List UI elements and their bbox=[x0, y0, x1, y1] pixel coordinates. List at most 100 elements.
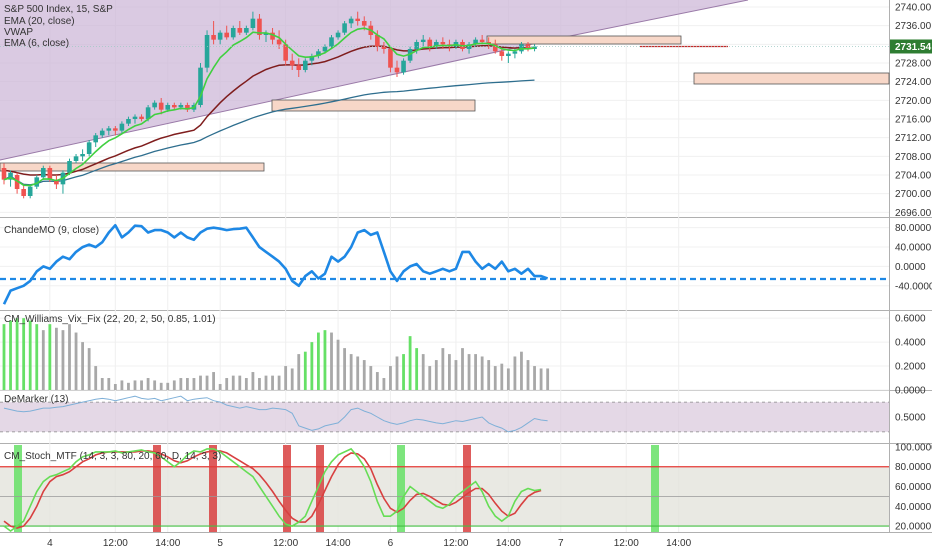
candle-body bbox=[172, 105, 177, 108]
vix-bar bbox=[87, 348, 91, 390]
candle-body bbox=[211, 35, 216, 40]
x-tick-label: 14:00 bbox=[496, 538, 521, 549]
candle-body bbox=[296, 65, 302, 70]
candle-body bbox=[54, 179, 59, 185]
stoch-signal-column bbox=[397, 445, 405, 532]
vix-bar bbox=[526, 360, 530, 390]
vix-bar bbox=[41, 330, 45, 390]
vix-bar bbox=[225, 378, 229, 390]
vix-bar bbox=[22, 318, 26, 390]
vix-bar bbox=[480, 356, 484, 390]
price-tick-label: 2712.00 bbox=[895, 133, 932, 144]
candle-body bbox=[532, 46, 537, 49]
ema20-line bbox=[3, 44, 535, 176]
candle-body bbox=[152, 102, 157, 108]
vix-bar bbox=[323, 330, 327, 390]
demarker-tick-label: 0.5000 bbox=[895, 413, 926, 424]
demarker-pane-title: DeMarker (13) bbox=[4, 394, 68, 405]
vix-bar bbox=[506, 368, 510, 390]
vix-bar bbox=[74, 332, 78, 390]
vix-bar bbox=[192, 378, 196, 390]
demarker-line bbox=[3, 395, 548, 433]
chande-tick-label: -40.0000 bbox=[895, 281, 932, 292]
price-legend-item: VWAP bbox=[4, 27, 33, 38]
chande-tick-label: 0.0000 bbox=[895, 262, 926, 273]
vix-bar bbox=[467, 354, 471, 390]
vix-bar bbox=[539, 368, 543, 390]
vix-bar bbox=[231, 375, 235, 390]
vix-bar bbox=[520, 351, 523, 390]
price-zone-box bbox=[0, 162, 265, 172]
candle-body bbox=[401, 60, 406, 73]
vix-bar bbox=[356, 356, 360, 390]
candle-body bbox=[375, 35, 380, 47]
x-tick-label: 7 bbox=[558, 538, 564, 549]
candle-body bbox=[80, 154, 85, 157]
vix-bar bbox=[389, 366, 392, 390]
candle-body bbox=[388, 49, 393, 68]
vix-bar bbox=[303, 351, 307, 390]
candle-body bbox=[1, 168, 7, 180]
vix-pane-title: CM_Williams_Vix_Fix (22, 20, 2, 50, 0.85… bbox=[4, 314, 216, 325]
vix-bar bbox=[330, 332, 333, 390]
stoch-tick-label: 80.0000 bbox=[895, 462, 932, 473]
x-tick-label: 4 bbox=[47, 538, 53, 549]
vix-bar bbox=[343, 348, 346, 390]
candle-body bbox=[8, 172, 13, 180]
vix-bar bbox=[218, 384, 222, 390]
stoch-tick-label: 100.0000 bbox=[895, 442, 932, 453]
price-legend-item: EMA (6, close) bbox=[4, 38, 69, 49]
vix-bar bbox=[428, 366, 432, 390]
candle-body bbox=[499, 51, 505, 56]
x-tick-label: 14:00 bbox=[155, 538, 180, 549]
vix-bar bbox=[395, 356, 399, 390]
candle-body bbox=[289, 60, 295, 66]
chande-tick-label: 40.0000 bbox=[895, 243, 932, 254]
vwap-line bbox=[3, 79, 535, 186]
stoch-k-line bbox=[3, 447, 542, 532]
vix-bar bbox=[533, 366, 536, 390]
candle-body bbox=[132, 116, 138, 119]
candle-body bbox=[27, 186, 33, 196]
candle-body bbox=[34, 177, 40, 187]
vix-bar bbox=[28, 320, 32, 390]
x-tick-label: 12:00 bbox=[443, 538, 468, 549]
candle-body bbox=[119, 123, 125, 131]
vix-bar bbox=[461, 348, 464, 390]
vix-bar bbox=[199, 375, 202, 390]
vix-bar bbox=[310, 342, 314, 390]
candle-body bbox=[342, 23, 347, 33]
candle-body bbox=[14, 175, 20, 189]
candle-body bbox=[512, 51, 518, 54]
candle-body bbox=[41, 168, 46, 178]
vix-bar bbox=[434, 360, 438, 390]
stoch-signal-column bbox=[283, 445, 291, 532]
vix-bar bbox=[546, 368, 550, 390]
candle-body bbox=[355, 18, 360, 21]
vix-bar bbox=[113, 384, 117, 390]
candle-body bbox=[21, 189, 26, 196]
vix-tick-label: 0.6000 bbox=[895, 314, 926, 325]
candle-body bbox=[329, 37, 334, 47]
candle-body bbox=[434, 42, 439, 47]
candle-body bbox=[479, 39, 485, 42]
vix-bar bbox=[421, 354, 425, 390]
vix-bar bbox=[284, 366, 288, 390]
chande-pane-title: ChandeMO (9, close) bbox=[4, 225, 99, 236]
stoch-signal-column bbox=[14, 445, 22, 532]
vix-bar bbox=[474, 354, 477, 390]
vix-bar bbox=[382, 378, 386, 390]
last-price-label: 2731.54 bbox=[895, 42, 932, 53]
vix-bar bbox=[487, 360, 491, 390]
candle-body bbox=[381, 46, 387, 49]
stoch-signal-column bbox=[209, 445, 217, 532]
candle-body bbox=[348, 18, 354, 24]
vix-bar bbox=[94, 366, 98, 390]
x-tick-label: 5 bbox=[217, 538, 223, 549]
candle-body bbox=[237, 28, 243, 33]
candle-body bbox=[361, 21, 367, 26]
vix-bar bbox=[336, 339, 340, 390]
candle-body bbox=[276, 39, 282, 45]
vix-bar bbox=[140, 380, 143, 390]
